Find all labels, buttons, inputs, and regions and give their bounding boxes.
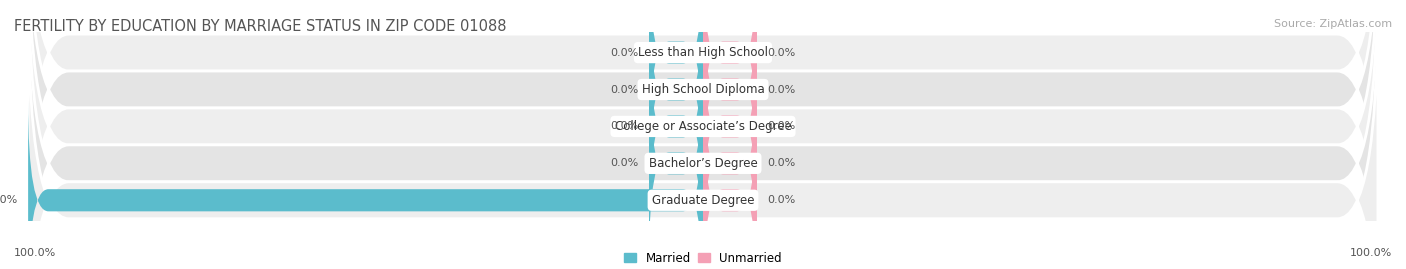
FancyBboxPatch shape bbox=[703, 0, 756, 152]
Text: 0.0%: 0.0% bbox=[610, 48, 638, 58]
Text: Source: ZipAtlas.com: Source: ZipAtlas.com bbox=[1274, 19, 1392, 29]
Text: 0.0%: 0.0% bbox=[768, 195, 796, 205]
Text: 0.0%: 0.0% bbox=[610, 121, 638, 132]
Text: Less than High School: Less than High School bbox=[638, 46, 768, 59]
FancyBboxPatch shape bbox=[650, 27, 703, 226]
Text: High School Diploma: High School Diploma bbox=[641, 83, 765, 96]
FancyBboxPatch shape bbox=[650, 0, 703, 189]
Text: 0.0%: 0.0% bbox=[768, 48, 796, 58]
FancyBboxPatch shape bbox=[703, 64, 756, 263]
FancyBboxPatch shape bbox=[703, 0, 756, 189]
Text: Graduate Degree: Graduate Degree bbox=[652, 194, 754, 207]
FancyBboxPatch shape bbox=[28, 0, 1378, 256]
Text: 0.0%: 0.0% bbox=[610, 84, 638, 94]
Text: 0.0%: 0.0% bbox=[610, 158, 638, 168]
FancyBboxPatch shape bbox=[28, 0, 1378, 269]
Text: 0.0%: 0.0% bbox=[768, 84, 796, 94]
Text: 0.0%: 0.0% bbox=[768, 158, 796, 168]
FancyBboxPatch shape bbox=[28, 0, 1378, 269]
FancyBboxPatch shape bbox=[703, 101, 756, 269]
Text: 0.0%: 0.0% bbox=[768, 121, 796, 132]
FancyBboxPatch shape bbox=[28, 0, 1378, 269]
FancyBboxPatch shape bbox=[28, 0, 1378, 269]
FancyBboxPatch shape bbox=[28, 101, 703, 269]
FancyBboxPatch shape bbox=[650, 0, 703, 152]
FancyBboxPatch shape bbox=[650, 64, 703, 263]
Legend: Married, Unmarried: Married, Unmarried bbox=[621, 250, 785, 267]
Text: 100.0%: 100.0% bbox=[1350, 248, 1392, 258]
FancyBboxPatch shape bbox=[703, 27, 756, 226]
Text: Bachelor’s Degree: Bachelor’s Degree bbox=[648, 157, 758, 170]
Text: 100.0%: 100.0% bbox=[14, 248, 56, 258]
Text: 100.0%: 100.0% bbox=[0, 195, 18, 205]
Text: FERTILITY BY EDUCATION BY MARRIAGE STATUS IN ZIP CODE 01088: FERTILITY BY EDUCATION BY MARRIAGE STATU… bbox=[14, 19, 506, 34]
Text: College or Associate’s Degree: College or Associate’s Degree bbox=[614, 120, 792, 133]
